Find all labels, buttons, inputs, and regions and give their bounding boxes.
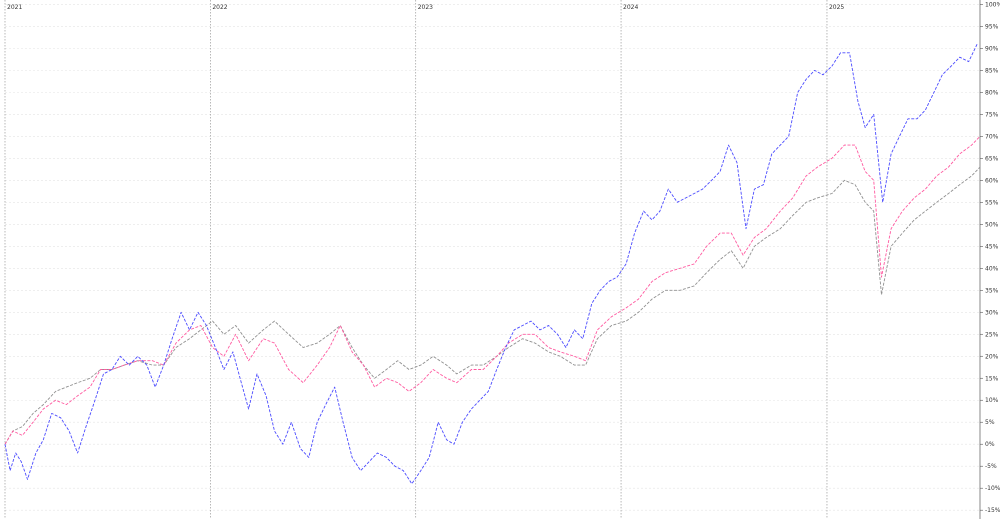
x-tick-label: 2023 [418, 4, 433, 11]
y-tick-label: 20% [985, 353, 999, 360]
y-tick-label: 40% [985, 265, 999, 272]
y-axis: -15% -10% -5% 0% 5% 10% 15% 20% 25% 30% 35% 40% 45% 5… [979, 0, 1000, 519]
series-group [4, 43, 981, 485]
series-line-1 [4, 135, 981, 445]
x-tick-label: 2022 [212, 4, 227, 11]
y-tick-label: -15% [985, 507, 1000, 514]
y-tick-label: 50% [985, 221, 999, 228]
y-tick-label: -10% [985, 485, 1000, 492]
y-tick-label: 100% [985, 1, 1000, 8]
y-tick-label: 75% [985, 111, 999, 118]
y-tick-label: 95% [985, 23, 999, 30]
series-line-2 [4, 166, 981, 445]
y-tick-label: 15% [985, 375, 999, 382]
y-tick-label: 10% [985, 397, 999, 404]
y-tick-label: 85% [985, 67, 999, 74]
y-tick-label: 80% [985, 89, 999, 96]
y-tick-label: 5% [985, 419, 995, 426]
y-tick-label: 90% [985, 45, 999, 52]
y-tick-label: 0% [985, 441, 995, 448]
x-tick-label: 2024 [623, 4, 638, 11]
y-tick-label: 65% [985, 155, 999, 162]
y-tick-label: 25% [985, 331, 999, 338]
y-tick-label: 60% [985, 177, 999, 184]
y-tick-label: 35% [985, 287, 999, 294]
x-tick-label: 2021 [7, 4, 22, 11]
x-tick-label: 2025 [829, 4, 844, 11]
grid-lines [4, 0, 980, 519]
y-tick-label: 45% [985, 243, 999, 250]
series-line-0 [4, 43, 978, 485]
y-tick-label: 55% [985, 199, 999, 206]
y-tick-label: 30% [985, 309, 999, 316]
y-tick-label: 70% [985, 133, 999, 140]
y-tick-label: -5% [985, 463, 997, 470]
x-axis: 2021 2022 2023 2024 2025 [7, 4, 844, 11]
